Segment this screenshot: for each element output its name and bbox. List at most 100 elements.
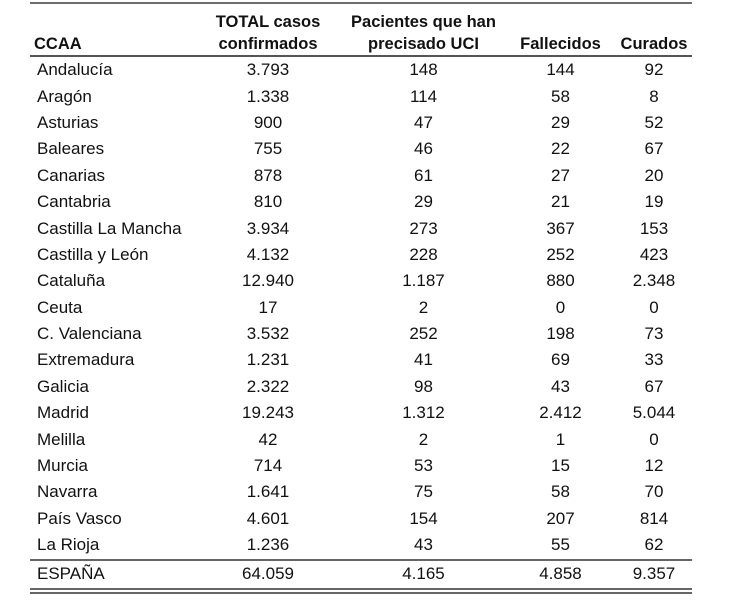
cell-total-casos: 1.236 xyxy=(246,535,290,555)
cell-total-casos: 1.641 xyxy=(246,482,290,502)
cell-total-casos: 900 xyxy=(253,112,283,132)
cell-uci: 2 xyxy=(418,429,429,449)
header-ccaa-label: CCAA xyxy=(34,35,82,53)
table-row: Cataluña 12.940 1.187 880 2.348 xyxy=(30,268,692,294)
cell-ccaa: Baleares xyxy=(37,139,105,159)
table-row: Galicia 2.322 98 43 67 xyxy=(30,374,692,400)
cell-fallecidos: 27 xyxy=(551,165,570,185)
cell-ccaa: Ceuta xyxy=(37,297,83,317)
cell-ccaa: La Rioja xyxy=(37,535,100,555)
total-row: ESPAÑA 64.059 4.165 4.858 9.357 xyxy=(30,558,692,588)
cell-fallecidos: 29 xyxy=(551,112,570,132)
table-footer: ESPAÑA 64.059 4.165 4.858 9.357 xyxy=(30,558,692,588)
cell-fallecidos: 144 xyxy=(546,60,575,80)
total-fallecidos: 4.858 xyxy=(539,564,582,584)
cell-total-casos: 12.940 xyxy=(242,271,294,291)
cell-curados: 814 xyxy=(639,508,669,528)
total-uci: 4.165 xyxy=(402,564,445,584)
cell-curados: 70 xyxy=(644,482,664,502)
total-curados: 9.357 xyxy=(632,564,676,584)
header-fallecidos: Fallecidos xyxy=(505,4,616,57)
cell-total-casos: 19.243 xyxy=(242,403,294,423)
cell-total-casos: 2.322 xyxy=(246,376,290,396)
total-casos: 64.059 xyxy=(242,564,294,584)
cell-curados: 73 xyxy=(644,324,664,344)
table-row: Aragón 1.338 114 58 8 xyxy=(30,83,692,109)
total-top-rule xyxy=(30,559,692,561)
cell-ccaa: Asturias xyxy=(37,112,99,132)
cell-curados: 62 xyxy=(644,535,664,555)
cell-uci: 75 xyxy=(414,482,433,502)
cell-ccaa: Castilla y León xyxy=(37,244,149,264)
cell-ccaa: Aragón xyxy=(37,86,92,106)
cell-uci: 228 xyxy=(409,244,438,264)
cell-fallecidos: 55 xyxy=(551,535,570,555)
cell-ccaa: Cantabria xyxy=(37,192,111,212)
cell-curados: 12 xyxy=(644,456,664,476)
table-row: Asturias 900 47 29 52 xyxy=(30,110,692,136)
table-header: CCAA TOTAL casos confirmados Pacientes q… xyxy=(30,4,692,57)
cell-total-casos: 3.793 xyxy=(246,60,290,80)
covid-ccaa-table: CCAA TOTAL casos confirmados Pacientes q… xyxy=(30,4,692,588)
cell-ccaa: Canarias xyxy=(37,165,106,185)
cell-fallecidos: 0 xyxy=(555,297,566,317)
header-uci: Pacientes que han precisado UCI xyxy=(342,4,505,57)
table-row: Baleares 755 46 22 67 xyxy=(30,136,692,162)
cell-curados: 33 xyxy=(644,350,664,370)
header-uci-line1: Pacientes que han xyxy=(351,13,496,31)
table-row: C. Valenciana 3.532 252 198 73 xyxy=(30,321,692,347)
cell-total-casos: 3.934 xyxy=(246,218,290,238)
header-curados-label: Curados xyxy=(620,35,688,53)
header-total-casos: TOTAL casos confirmados xyxy=(194,4,342,57)
cell-fallecidos: 69 xyxy=(551,350,570,370)
cell-uci: 46 xyxy=(414,139,433,159)
cell-total-casos: 4.132 xyxy=(246,244,290,264)
cell-uci: 29 xyxy=(414,192,433,212)
cell-curados: 0 xyxy=(649,429,659,449)
cell-total-casos: 714 xyxy=(253,456,283,476)
cell-curados: 0 xyxy=(649,297,659,317)
table-row: Canarias 878 61 27 20 xyxy=(30,163,692,189)
cell-total-casos: 4.601 xyxy=(246,508,290,528)
table-row: Castilla La Mancha 3.934 273 367 153 xyxy=(30,215,692,241)
cell-curados: 52 xyxy=(644,112,664,132)
cell-curados: 20 xyxy=(644,165,664,185)
cell-uci: 273 xyxy=(409,218,438,238)
table-row: Ceuta 17 2 0 0 xyxy=(30,295,692,321)
cell-uci: 53 xyxy=(414,456,433,476)
header-fallecidos-label: Fallecidos xyxy=(520,35,601,53)
top-rule xyxy=(30,2,692,4)
cell-ccaa: Madrid xyxy=(37,403,89,423)
cell-uci: 47 xyxy=(414,112,433,132)
cell-curados: 153 xyxy=(639,218,669,238)
cell-ccaa: Murcia xyxy=(37,456,89,476)
table-body: Andalucía 3.793 148 144 92 Aragón 1.338 114 58 8 A… xyxy=(30,57,692,558)
cell-uci: 2 xyxy=(418,297,429,317)
header-curados: Curados xyxy=(616,4,692,57)
cell-ccaa: Andalucía xyxy=(37,60,113,80)
cell-uci: 114 xyxy=(409,86,438,106)
total-label: ESPAÑA xyxy=(37,564,105,584)
cell-uci: 61 xyxy=(414,165,433,185)
cell-fallecidos: 21 xyxy=(551,192,570,212)
table-row: Navarra 1.641 75 58 70 xyxy=(30,479,692,505)
bottom-double-rule-1 xyxy=(30,588,692,590)
cell-curados: 2.348 xyxy=(632,271,676,291)
cell-ccaa: Cataluña xyxy=(37,271,106,291)
cell-fallecidos: 22 xyxy=(551,139,570,159)
table-row: Murcia 714 53 15 12 xyxy=(30,453,692,479)
header-total-casos-line2: confirmados xyxy=(218,35,318,53)
cell-total-casos: 3.532 xyxy=(246,324,290,344)
cell-fallecidos: 252 xyxy=(546,244,575,264)
cell-fallecidos: 43 xyxy=(551,376,570,396)
cell-ccaa: Extremadura xyxy=(37,350,135,370)
cell-ccaa: Castilla La Mancha xyxy=(37,218,182,238)
cell-uci: 1.187 xyxy=(402,271,445,291)
cell-uci: 43 xyxy=(414,535,433,555)
header-row: CCAA TOTAL casos confirmados Pacientes q… xyxy=(30,4,692,57)
cell-fallecidos: 207 xyxy=(546,508,575,528)
header-uci-line2: precisado UCI xyxy=(368,35,479,53)
cell-ccaa: Galicia xyxy=(37,376,89,396)
cell-fallecidos: 880 xyxy=(546,271,575,291)
